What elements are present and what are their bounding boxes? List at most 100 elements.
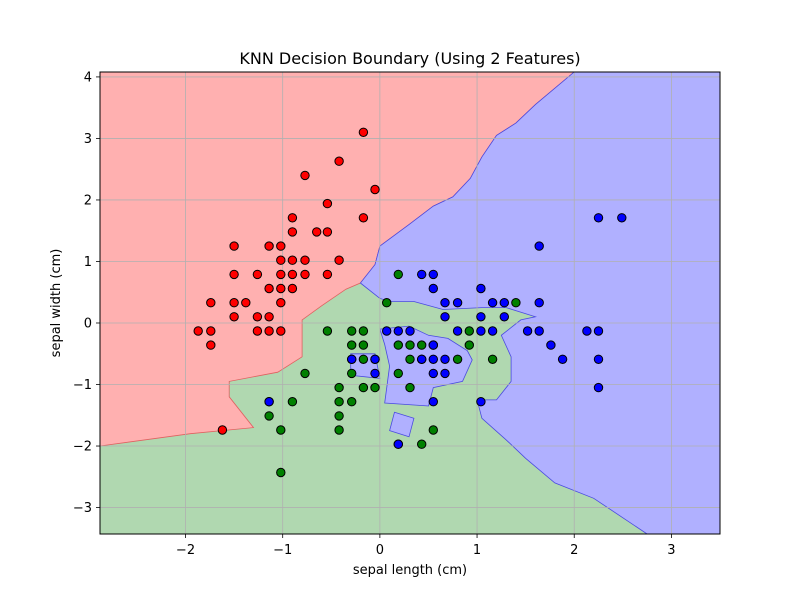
point-blue [452,298,463,308]
y-tick-label: 2 [84,193,92,208]
x-tick-label: −1 [273,543,292,558]
point-green [347,397,357,407]
point-blue [476,326,486,336]
point-blue [428,269,438,280]
point-blue [499,298,509,308]
x-axis-label: sepal length (cm) [353,563,467,578]
point-blue [522,326,533,336]
point-green [405,340,415,350]
point-blue [393,326,403,336]
point-blue [370,368,380,379]
y-tick-label: 4 [84,70,92,85]
point-green [405,382,415,393]
chart-title: KNN Decision Boundary (Using 2 Features) [239,49,580,68]
y-tick-label: 0 [84,316,92,331]
y-axis-label: sepal width (cm) [49,249,64,358]
point-red [312,227,322,237]
point-green [276,467,286,478]
plot-frame [99,71,721,535]
point-green [370,382,380,393]
x-tick-label: 0 [376,543,384,558]
point-blue [476,312,486,322]
point-green [393,269,403,280]
point-blue [617,213,627,223]
point-blue [440,368,450,379]
point-green [464,340,474,350]
point-blue [593,213,604,223]
point-green [334,397,344,407]
point-red [358,213,369,223]
point-red [241,298,251,308]
point-blue [428,354,438,364]
y-tick-label: −3 [73,501,92,516]
point-red [229,312,239,322]
point-red [276,283,286,294]
point-blue [370,354,380,364]
point-red [322,269,333,280]
point-green [417,439,427,449]
point-blue [440,312,450,322]
point-blue [534,241,544,251]
point-blue [499,312,509,322]
decision-regions [100,72,720,534]
point-blue [487,298,498,308]
point-blue [428,283,438,294]
y-tick-label: −1 [73,378,92,393]
point-red [229,241,239,251]
point-red [358,127,369,138]
point-green [276,425,286,435]
point-green [358,326,369,336]
point-red [276,269,286,280]
point-green [358,340,369,350]
point-red [252,269,263,280]
point-red [287,269,298,280]
point-red [252,326,263,336]
region-blue-island [379,325,473,407]
point-red [229,269,239,280]
point-red [370,184,380,195]
point-blue [382,326,392,336]
point-green [322,326,333,336]
point-blue [593,326,604,336]
x-tick-label: −2 [176,543,195,558]
point-blue [264,397,274,407]
point-green [358,382,369,393]
point-red [206,326,216,336]
point-red [287,255,298,265]
point-blue [557,354,568,364]
axis-ticks: −2 −1 0 1 2 3 −3 −2 −1 0 1 2 3 4 [73,70,676,558]
point-red [252,312,263,322]
x-tick-label: 1 [473,543,481,558]
point-blue [417,354,427,364]
point-red [287,213,298,223]
point-green [300,368,310,379]
grid-lines [100,72,720,534]
point-red [264,241,274,251]
point-red [193,326,203,336]
point-green [393,368,403,379]
point-red [276,241,286,251]
point-green [428,425,438,435]
point-red [229,298,239,308]
point-blue [593,382,604,393]
point-red [300,170,310,181]
point-green [511,298,521,308]
point-red [287,283,298,294]
point-blue [405,326,415,336]
point-blue [534,326,544,336]
point-blue [417,269,427,280]
point-red [322,198,333,209]
point-green [287,397,298,407]
point-green [405,354,415,364]
point-blue [428,368,438,379]
point-green [417,340,427,350]
point-red [300,255,310,265]
point-green [347,368,357,379]
point-red [206,298,216,308]
point-red [287,227,298,237]
point-blue [534,298,544,308]
point-blue [347,354,357,364]
point-green [487,354,498,364]
y-tick-label: 1 [84,255,92,270]
